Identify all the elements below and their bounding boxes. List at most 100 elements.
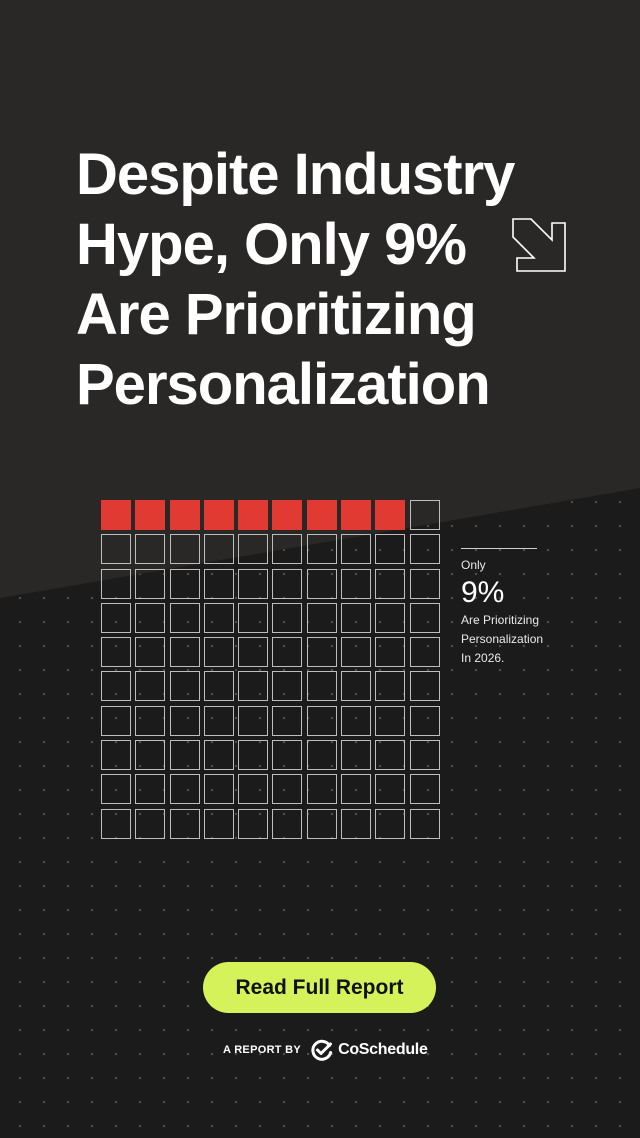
waffle-square (341, 602, 372, 633)
waffle-square (135, 637, 166, 668)
waffle-square (238, 705, 269, 736)
waffle-square (375, 602, 406, 633)
waffle-square (272, 568, 303, 599)
stat-line-3: In 2026. (461, 651, 505, 665)
waffle-square (203, 602, 234, 633)
read-full-report-button[interactable]: Read Full Report (203, 962, 436, 1013)
waffle-square (203, 534, 234, 565)
waffle-square (272, 671, 303, 702)
waffle-square (169, 671, 200, 702)
waffle-square-highlighted (306, 500, 337, 530)
waffle-square (409, 568, 440, 599)
waffle-square (409, 602, 440, 633)
waffle-square (306, 705, 337, 736)
waffle-square (238, 808, 269, 839)
waffle-square (272, 740, 303, 771)
waffle-square (306, 534, 337, 565)
waffle-square (409, 808, 440, 839)
waffle-square (169, 705, 200, 736)
waffle-square (341, 808, 372, 839)
waffle-square (101, 740, 131, 771)
waffle-square (375, 705, 406, 736)
waffle-square (135, 774, 166, 805)
report-credit: A REPORT BY CoSchedule (223, 1037, 428, 1063)
waffle-square (203, 774, 234, 805)
waffle-square (135, 740, 166, 771)
waffle-square (135, 705, 166, 736)
headline: Despite Industry Hype, Only 9% Are Prior… (76, 142, 515, 417)
waffle-square (169, 740, 200, 771)
waffle-square (409, 740, 440, 771)
waffle-square-highlighted (135, 500, 166, 530)
waffle-square (169, 602, 200, 633)
waffle-square (341, 534, 372, 565)
waffle-square (101, 774, 131, 805)
waffle-square (169, 534, 200, 565)
stat-callout: Only 9% Are Prioritizing Personalization… (461, 548, 581, 668)
waffle-square (203, 671, 234, 702)
waffle-square (306, 637, 337, 668)
waffle-square (272, 808, 303, 839)
waffle-square (169, 637, 200, 668)
waffle-square (306, 808, 337, 839)
waffle-square-highlighted (101, 500, 131, 530)
waffle-square-highlighted (238, 500, 269, 530)
waffle-square (306, 671, 337, 702)
waffle-square (306, 568, 337, 599)
stat-line-1: Are Prioritizing (461, 613, 540, 627)
waffle-square (135, 568, 166, 599)
waffle-square (238, 740, 269, 771)
stat-prefix: Only (461, 558, 486, 572)
waffle-square (101, 705, 131, 736)
waffle-square (375, 671, 406, 702)
waffle-chart (101, 500, 440, 839)
waffle-square (238, 534, 269, 565)
credit-prefix: A REPORT BY (223, 1044, 302, 1056)
waffle-square (272, 534, 303, 565)
waffle-square (101, 808, 131, 839)
coschedule-check-logo-icon[interactable] (311, 1039, 333, 1061)
stat-line-2: Personalization (461, 632, 544, 646)
stat-divider (461, 548, 537, 549)
brand-name[interactable]: CoSchedule (338, 1041, 428, 1058)
waffle-square (341, 740, 372, 771)
waffle-square (169, 808, 200, 839)
waffle-square (341, 568, 372, 599)
stat-value: 9% (461, 576, 505, 609)
arrow-down-right-icon (512, 218, 566, 272)
waffle-square (375, 568, 406, 599)
waffle-square (341, 637, 372, 668)
waffle-square (306, 740, 337, 771)
waffle-square (341, 671, 372, 702)
waffle-square-highlighted (169, 500, 200, 530)
waffle-square (101, 568, 131, 599)
waffle-square (135, 602, 166, 633)
waffle-square (135, 671, 166, 702)
waffle-square (409, 705, 440, 736)
waffle-square (306, 774, 337, 805)
waffle-square (238, 637, 269, 668)
waffle-square (341, 705, 372, 736)
waffle-square (238, 568, 269, 599)
waffle-square (375, 534, 406, 565)
waffle-square (238, 602, 269, 633)
waffle-square (203, 705, 234, 736)
waffle-square (169, 568, 200, 599)
waffle-square (272, 602, 303, 633)
waffle-square-highlighted (272, 500, 303, 530)
waffle-square (409, 671, 440, 702)
waffle-square (306, 602, 337, 633)
waffle-square (203, 568, 234, 599)
waffle-square (169, 774, 200, 805)
waffle-square (135, 534, 166, 565)
waffle-square (409, 637, 440, 668)
waffle-square (101, 534, 131, 565)
waffle-square (272, 637, 303, 668)
waffle-square (203, 740, 234, 771)
waffle-square (272, 774, 303, 805)
waffle-square-highlighted (203, 500, 234, 530)
waffle-square (375, 774, 406, 805)
waffle-square (101, 637, 131, 668)
